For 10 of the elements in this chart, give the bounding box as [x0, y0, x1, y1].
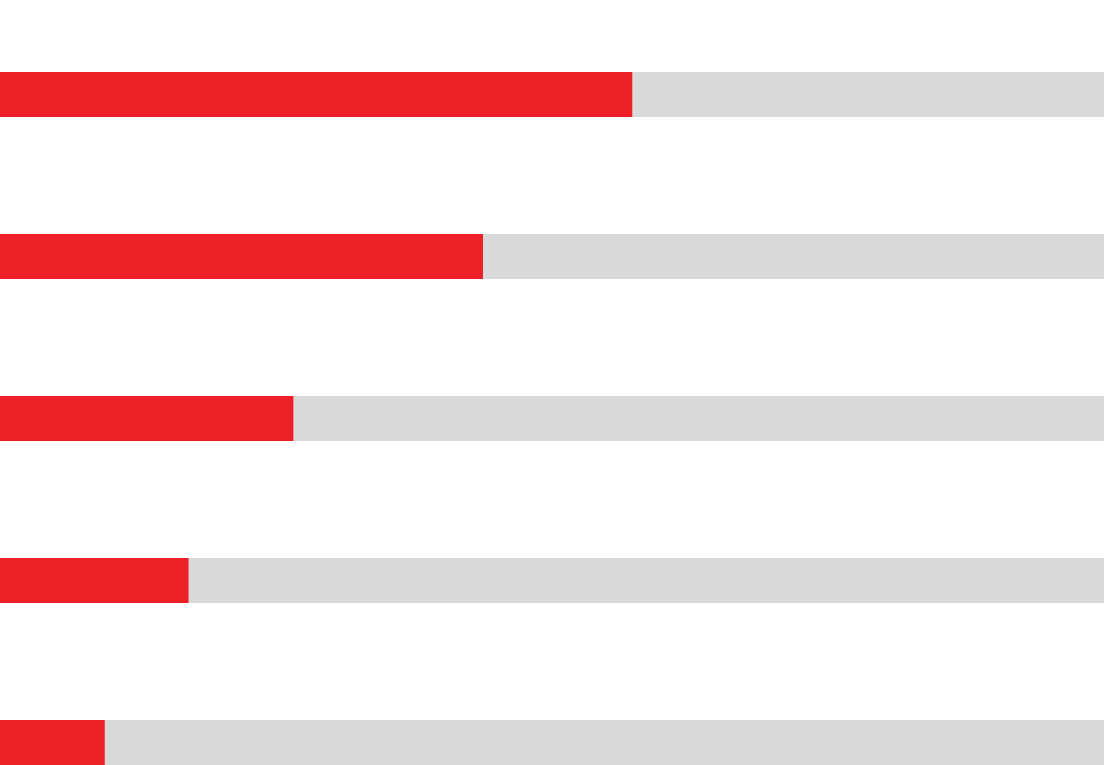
bar	[632, 72, 1104, 117]
bar	[483, 234, 1104, 279]
bar	[0, 558, 189, 603]
bar	[0, 720, 105, 765]
bar	[0, 72, 633, 117]
bar	[0, 396, 294, 441]
bar	[0, 234, 483, 279]
bar	[188, 558, 1104, 603]
bar	[293, 396, 1104, 441]
bar	[104, 720, 1104, 765]
